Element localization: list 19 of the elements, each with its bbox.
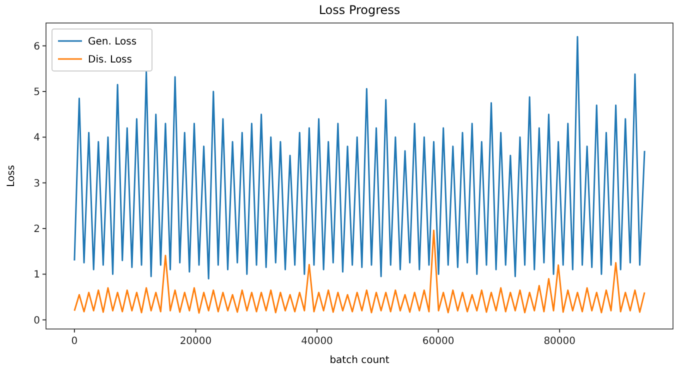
x-tick-label: 20000 <box>180 336 212 347</box>
line-series <box>74 36 646 280</box>
legend-label: Dis. Loss <box>88 54 132 66</box>
y-tick-label: 6 <box>34 41 40 52</box>
y-tick-label: 3 <box>34 178 40 190</box>
y-tick-label: 0 <box>34 315 40 326</box>
x-tick-label: 60000 <box>422 336 454 347</box>
x-tick-label: 0 <box>71 336 78 347</box>
x-axis-title: batch count <box>330 355 390 366</box>
y-axis-title: Loss <box>6 165 17 187</box>
x-tick-label: 80000 <box>544 336 576 347</box>
y-tick-label: 2 <box>34 224 40 236</box>
y-tick-label: 4 <box>34 132 40 144</box>
legend-label: Gen. Loss <box>88 36 137 48</box>
x-tick-label: 40000 <box>301 336 333 347</box>
line-series <box>74 230 646 314</box>
y-tick-label: 1 <box>34 270 40 281</box>
chart-title: Loss Progress <box>318 3 400 17</box>
y-tick-label: 5 <box>34 87 40 98</box>
